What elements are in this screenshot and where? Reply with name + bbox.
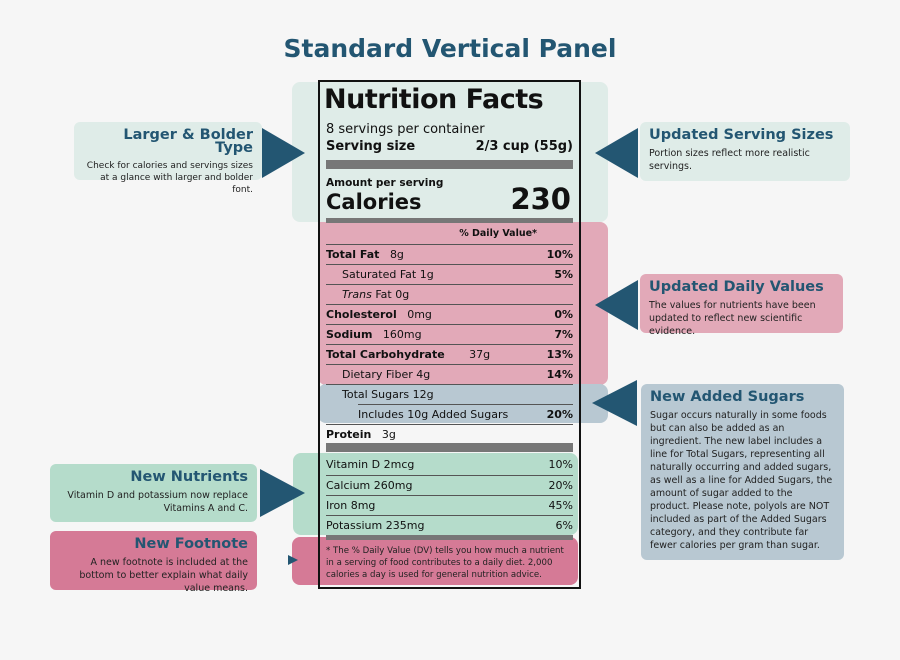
nutrient-row: Dietary Fiber 4g 14% (326, 364, 573, 384)
label-heading: Nutrition Facts (324, 84, 544, 115)
nutrient-name: Total Carbohydrate (326, 348, 445, 361)
footnote: * The % Daily Value (DV) tells you how m… (326, 546, 564, 580)
callout-new-nutrients: New Nutrients Vitamin D and potassium no… (50, 464, 257, 522)
vitamin-name: Calcium 260mg (326, 479, 413, 492)
nutrition-facts-label: Nutrition Facts 8 servings per container… (318, 80, 581, 589)
nutrient-row: Total Fat 8g 10% (326, 244, 573, 264)
callout-title: New Nutrients (130, 469, 248, 485)
callout-title: Updated Serving Sizes (649, 127, 834, 143)
arrow-right-icon (262, 128, 305, 178)
vitamin-dv: 10% (548, 458, 573, 471)
vitamin-row: Iron 8mg 45% (326, 495, 573, 515)
callout-text: The values for nutrients have been updat… (649, 300, 816, 337)
callout-added-sugars: New Added Sugars Sugar occurs naturally … (641, 384, 844, 560)
divider-medium (326, 218, 573, 223)
highlight-nutrients (293, 453, 578, 535)
nutrient-row: Includes 10g Added Sugars 20% (358, 404, 573, 424)
divider-medium (326, 535, 573, 540)
nutrient-name: Protein (326, 428, 372, 441)
divider-thick (326, 443, 573, 452)
vitamin-dv: 45% (548, 499, 573, 512)
nutrient-name: Includes 10g Added Sugars (358, 408, 509, 421)
divider-thick (326, 160, 573, 169)
nutrient-dv: 14% (546, 368, 573, 381)
nutrient-dv: 0% (554, 308, 573, 321)
nutrient-dv: 13% (546, 348, 573, 361)
nutrient-name: Sodium (326, 328, 373, 341)
calories-label: Calories (326, 190, 422, 214)
callout-new-footnote: New Footnote A new footnote is included … (50, 531, 257, 594)
nutrient-name: Trans (342, 288, 372, 301)
highlight-footnote (292, 537, 578, 585)
nutrient-name: Cholesterol (326, 308, 397, 321)
nutrient-amount: 4g (416, 368, 431, 381)
calories-value: 230 (510, 182, 571, 216)
nutrient-amount: 0g (395, 288, 410, 301)
nutrient-dv: 5% (554, 268, 573, 281)
nutrient-amount: 0mg (407, 308, 432, 321)
vitamin-name: Vitamin D 2mcg (326, 458, 415, 471)
vitamin-row: Vitamin D 2mcg 10% (326, 455, 573, 475)
vitamin-dv: 20% (548, 479, 573, 492)
callout-text: Vitamin D and potassium now replace Vita… (67, 490, 248, 514)
vitamin-dv: 6% (555, 519, 573, 532)
nutrient-row: Saturated Fat 1g 5% (326, 264, 573, 284)
page-title: Standard Vertical Panel (283, 34, 617, 63)
daily-value-header: % Daily Value* (459, 228, 537, 239)
nutrient-row: Cholesterol 0mg 0% (326, 304, 573, 324)
amount-per-serving: Amount per serving (326, 177, 444, 189)
callout-serving-sizes: Updated Serving Sizes Portion sizes refl… (640, 122, 850, 181)
nutrient-amount: 8g (389, 248, 404, 261)
nutrient-amount: 160mg (382, 328, 422, 341)
callout-title: New Footnote (134, 536, 248, 552)
nutrient-row: Total Sugars 12g (326, 384, 573, 404)
nutrient-name: Saturated Fat (342, 268, 417, 281)
vitamin-name: Iron 8mg (326, 499, 376, 512)
highlight-serving (292, 82, 608, 222)
nutrient-amount: 1g (419, 268, 434, 281)
nutrient-amount: 3g (381, 428, 396, 441)
nutrient-row: Trans Fat 0g (326, 284, 573, 304)
nutrient-dv: 7% (554, 328, 573, 341)
nutrient-amount: 37g (469, 348, 491, 361)
nutrient-amount: 12g (412, 388, 434, 401)
nutrient-name: Fat (375, 288, 392, 301)
nutrient-row: Total Carbohydrate 37g 13% (326, 344, 573, 364)
highlight-sugars (318, 384, 608, 423)
callout-text: Portion sizes reflect more realistic ser… (649, 148, 810, 172)
nutrient-dv: 20% (546, 408, 573, 421)
arrow-left-icon (595, 280, 638, 330)
callout-title: Larger & Bolder Type (123, 127, 253, 156)
nutrient-name: Total Sugars (342, 388, 410, 401)
callout-title: Updated Daily Values (649, 279, 824, 295)
vitamin-row: Calcium 260mg 20% (326, 475, 573, 495)
serving-size-label: Serving size (326, 139, 416, 154)
callout-text: A new footnote is included at the bottom… (79, 557, 248, 594)
vitamin-name: Potassium 235mg (326, 519, 425, 532)
vitamin-row: Potassium 235mg 6% (326, 515, 573, 535)
nutrient-dv: 10% (546, 248, 573, 261)
callout-text: Sugar occurs naturally in some foods but… (650, 410, 833, 551)
arrow-right-icon (288, 555, 298, 565)
callout-larger-type: Larger & Bolder Type Check for calories … (74, 122, 262, 195)
arrow-right-icon (260, 469, 305, 517)
arrow-left-icon (592, 380, 637, 426)
callout-text: Check for calories and servings sizes at… (86, 161, 253, 195)
nutrient-name: Dietary Fiber (342, 368, 413, 381)
callout-title: New Added Sugars (650, 389, 805, 405)
nutrient-row: Sodium 160mg 7% (326, 324, 573, 344)
servings-per-container: 8 servings per container (326, 122, 485, 137)
callout-daily-values: Updated Daily Values The values for nutr… (640, 274, 843, 337)
highlight-daily-values (318, 222, 608, 385)
serving-size-value: 2/3 cup (55g) (475, 139, 573, 154)
arrow-left-icon (595, 128, 638, 178)
nutrient-row: Protein 3g (326, 424, 573, 444)
nutrient-name: Total Fat (326, 248, 380, 261)
